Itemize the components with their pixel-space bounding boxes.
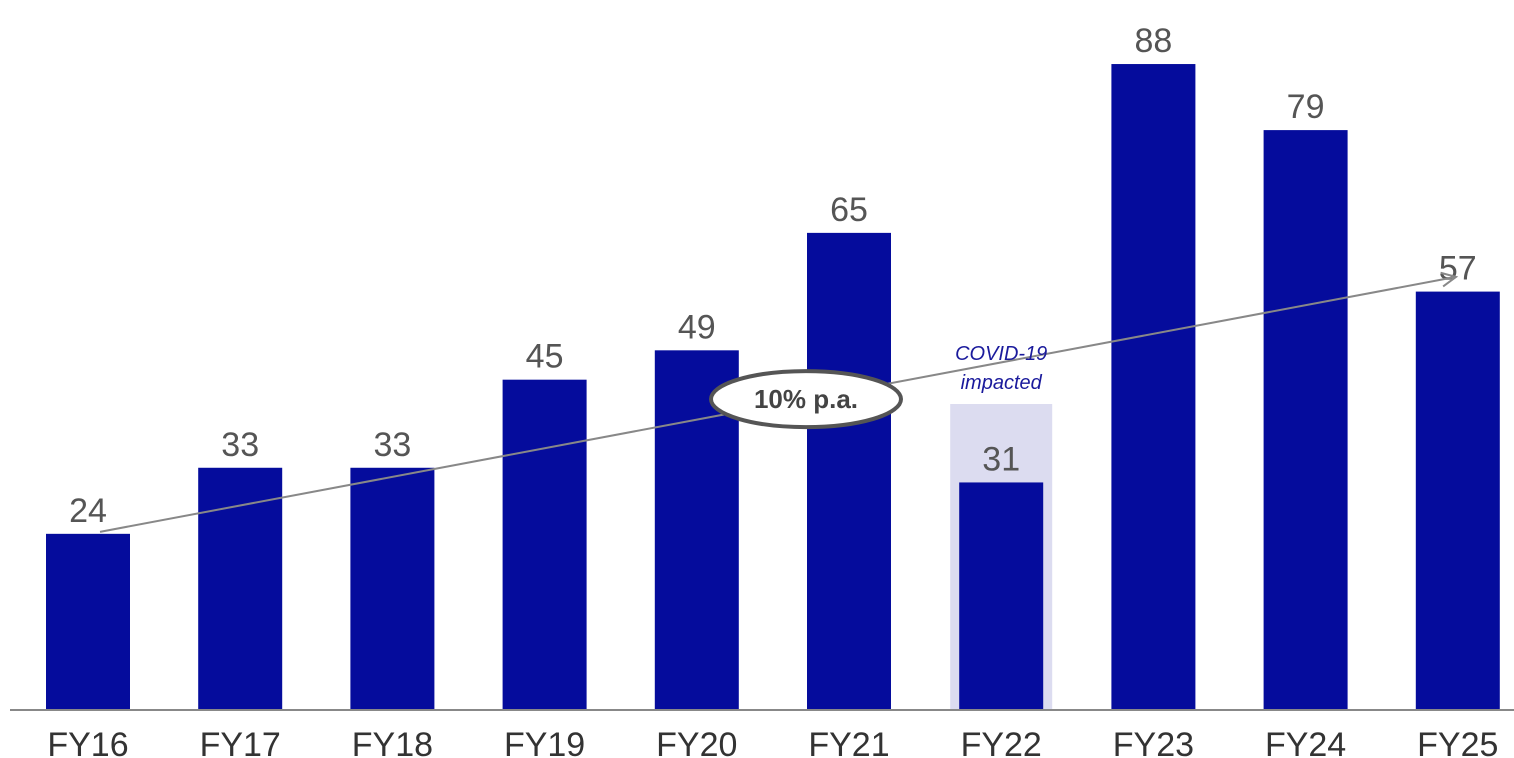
x-tick-fy17: FY17 bbox=[200, 726, 281, 758]
bar-fy16 bbox=[46, 533, 130, 710]
x-tick-fy18: FY18 bbox=[352, 726, 433, 758]
x-tick-fy20: FY20 bbox=[656, 726, 737, 758]
bar-fy18 bbox=[350, 467, 435, 710]
bar-fy17 bbox=[198, 467, 283, 710]
covid-note: COVID-19 impacted bbox=[955, 343, 1047, 394]
x-tick-fy22: FY22 bbox=[961, 726, 1042, 758]
value-label-fy16: 24 bbox=[69, 492, 107, 530]
cagr-badge bbox=[709, 369, 903, 430]
x-tick-fy21: FY21 bbox=[808, 726, 889, 758]
x-tick-labels-layer: FY16 FY17 FY18 FY19 FY20 FY21 FY22 FY23 FY24 FY25 bbox=[47, 726, 1498, 758]
trend-arrow-head bbox=[1440, 271, 1459, 288]
value-label-fy18: 33 bbox=[373, 426, 411, 464]
x-tick-fy16: FY16 bbox=[47, 726, 128, 758]
value-label-fy20: 49 bbox=[678, 308, 716, 346]
value-label-fy17: 33 bbox=[221, 426, 259, 464]
x-tick-fy25: FY25 bbox=[1417, 726, 1498, 758]
covid-note-line-1: COVID-19 bbox=[955, 343, 1047, 365]
x-tick-fy19: FY19 bbox=[504, 726, 585, 758]
covid-note-line-2: impacted bbox=[961, 372, 1043, 394]
x-tick-fy24: FY24 bbox=[1265, 726, 1346, 758]
bar-fy22 bbox=[959, 482, 1044, 710]
value-label-fy23: 88 bbox=[1134, 22, 1172, 60]
value-label-fy22: 31 bbox=[982, 440, 1020, 478]
value-label-fy19: 45 bbox=[526, 338, 564, 376]
value-label-fy21: 65 bbox=[830, 191, 868, 229]
bar-fy19 bbox=[502, 379, 587, 710]
trend-layer: 10% p.a. bbox=[99, 271, 1459, 533]
cagr-label: 10% p.a. bbox=[754, 384, 858, 414]
bar-fy24 bbox=[1263, 130, 1348, 710]
bar-fy23 bbox=[1111, 64, 1196, 711]
value-label-fy24: 79 bbox=[1287, 88, 1325, 126]
bars-layer bbox=[46, 64, 1500, 711]
bar-fy21 bbox=[807, 232, 891, 710]
x-tick-fy23: FY23 bbox=[1113, 726, 1194, 758]
bar-fy25 bbox=[1415, 291, 1500, 710]
value-label-fy25: 57 bbox=[1439, 250, 1477, 288]
value-labels-layer: 24 33 33 45 49 65 31 88 79 57 bbox=[69, 22, 1477, 530]
